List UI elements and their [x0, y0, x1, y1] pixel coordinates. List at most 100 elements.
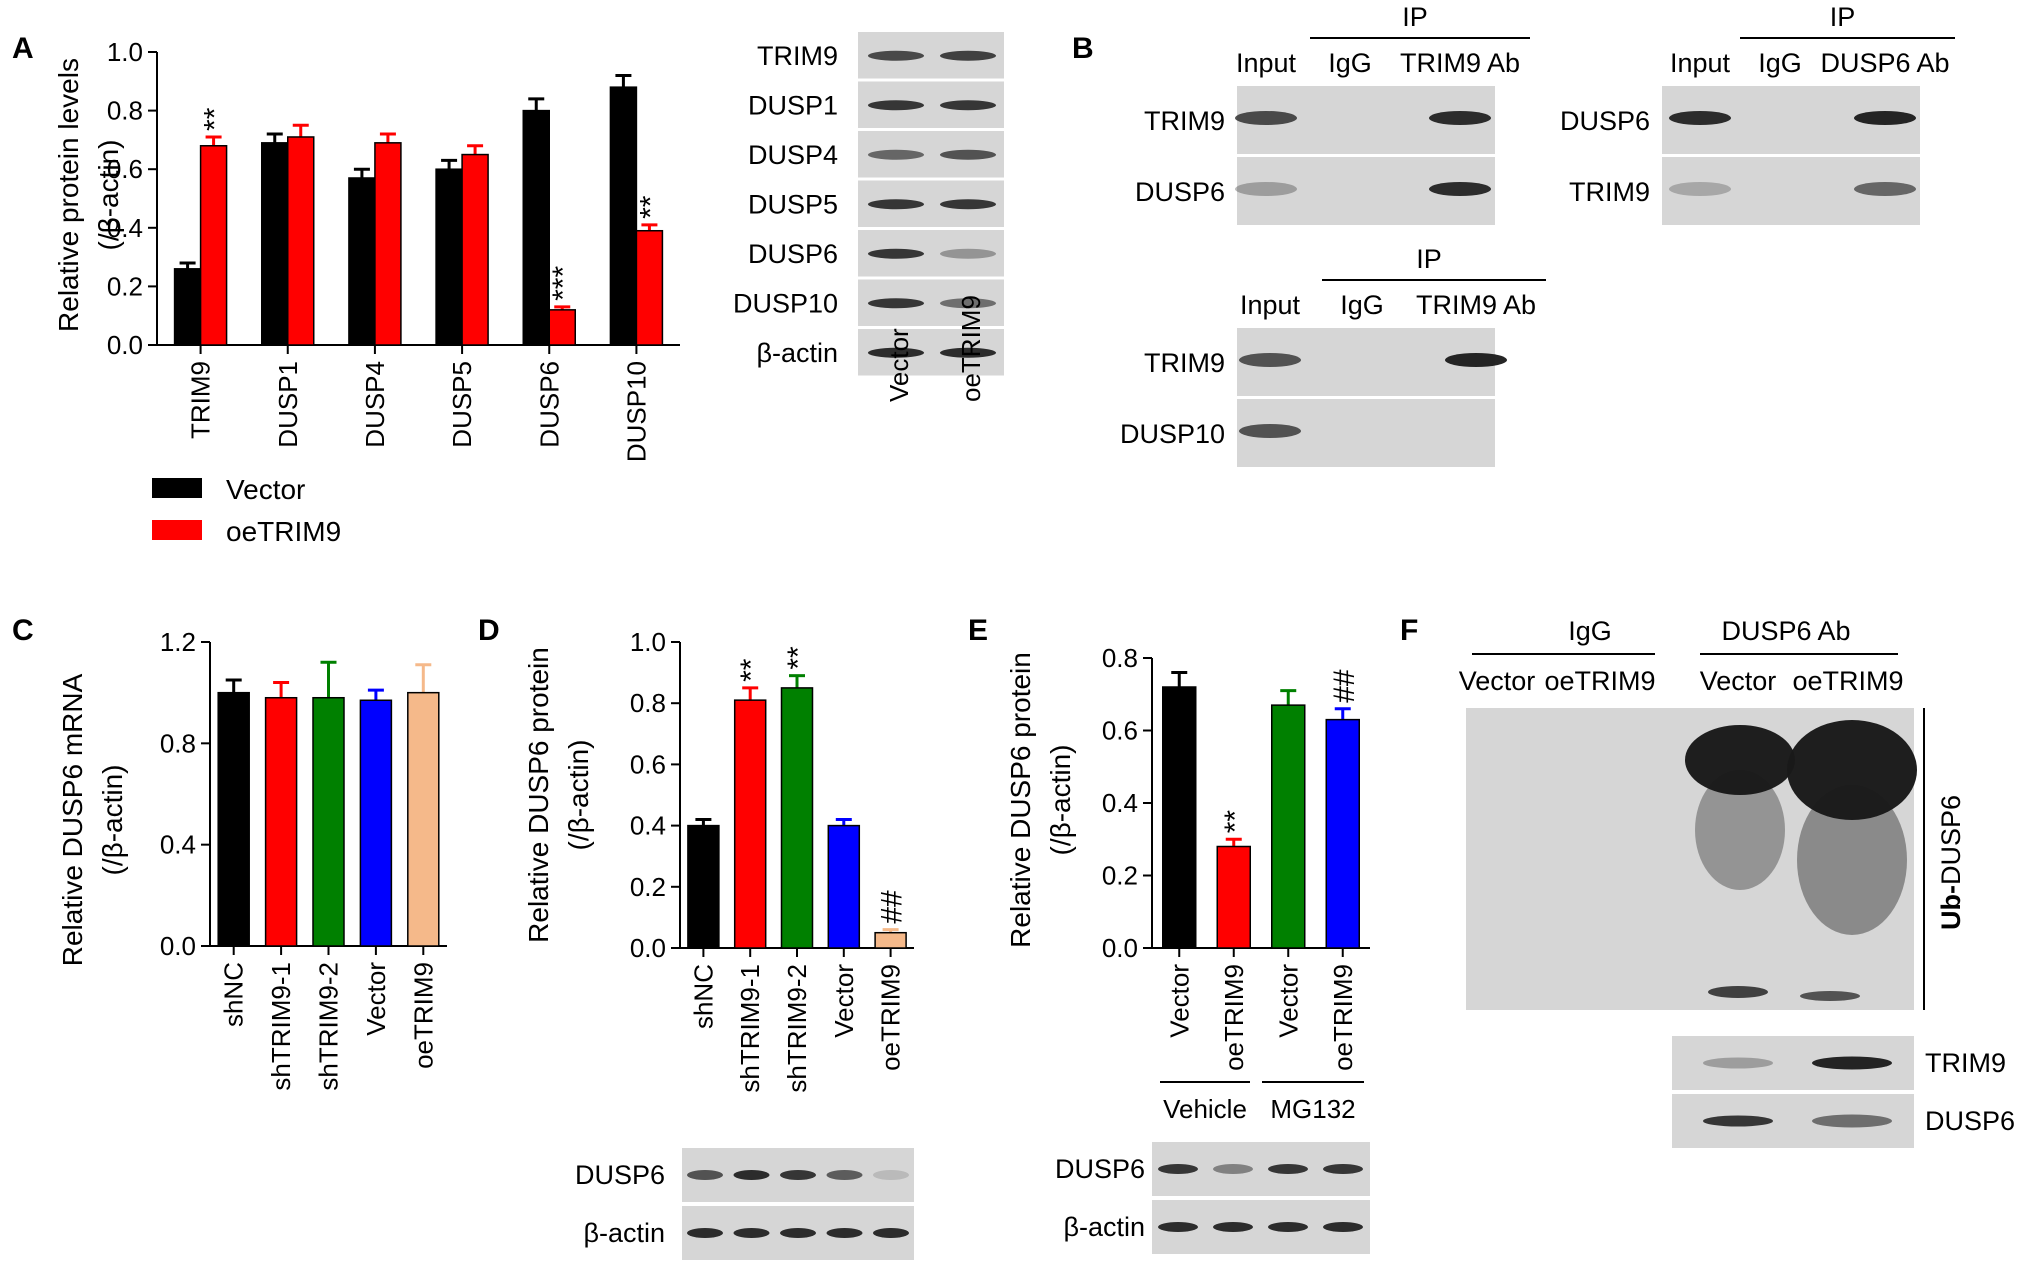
bar-dusp10-vector — [609, 86, 638, 346]
bar-shtrim9-1 — [264, 696, 298, 947]
blot-band — [826, 1228, 863, 1238]
blot-f-lower-band — [1708, 986, 1768, 998]
blot-band — [940, 248, 996, 259]
y-tick-label: 0.0 — [1102, 933, 1138, 963]
chart-d: Relative DUSP6 protein (/β-actin) 0.0 0.2… — [523, 627, 914, 1093]
y-tick-label: 0.4 — [160, 830, 196, 860]
bar-dusp4-vector — [348, 177, 376, 346]
blot-band — [1213, 1164, 1253, 1174]
blot-band — [733, 1228, 770, 1238]
blot-band — [1812, 1056, 1892, 1070]
chart-c-ylabel-line1: Relative DUSP6 mRNA — [57, 673, 88, 966]
x-tick-label-vector: Vector — [829, 964, 859, 1038]
blot-band — [1854, 182, 1916, 196]
blot-b1-lane-igg: IgG — [1328, 48, 1372, 78]
panel-label-a: A — [12, 32, 34, 65]
x-tick-label-oetrim9: oeTRIM9 — [1328, 964, 1358, 1071]
blot-a-label-dusp6: DUSP6 — [748, 239, 838, 269]
y-tick-label: 1.0 — [630, 627, 666, 657]
blot-a-label-dusp4: DUSP4 — [748, 140, 838, 170]
x-tick-label-shnc: shNC — [219, 962, 249, 1027]
x-tick-label-dusp1: DUSP1 — [273, 361, 303, 448]
x-tick-label-shtrim9-1: shTRIM9-1 — [735, 964, 765, 1093]
y-tick-label: 0.2 — [630, 872, 666, 902]
blot-band — [1703, 1115, 1773, 1127]
blot-band — [1812, 1114, 1892, 1128]
chart-e-ylabel-line2: (/β-actin) — [1045, 744, 1076, 855]
y-tick-label: 0.8 — [630, 688, 666, 718]
blot-band — [1669, 111, 1731, 125]
x-tick-label-vector: Vector — [1164, 964, 1194, 1038]
legend-swatch-vector — [152, 478, 202, 498]
y-tick-label: 0.6 — [1102, 716, 1138, 746]
blot-b3-lane-igg: IgG — [1340, 290, 1384, 320]
chart-e-ylabel: Relative DUSP6 protein (/β-actin) — [1005, 652, 1076, 948]
blot-f-group-igg: IgG — [1568, 616, 1612, 646]
blot-band — [1235, 111, 1297, 125]
y-tick-label: 0.2 — [107, 271, 143, 301]
blot-f-lane-2: Vector — [1700, 666, 1777, 696]
x-tick-label-dusp6: DUSP6 — [534, 361, 564, 448]
bar-shnc — [687, 824, 720, 949]
blot-band — [868, 248, 924, 259]
bar-shtrim9-2 — [780, 687, 814, 949]
blot-b1-label-trim9: TRIM9 — [1144, 106, 1225, 136]
y-tick-label: 0.0 — [160, 931, 196, 961]
chart-e: Relative DUSP6 protein (/β-actin) 0.0 0.2… — [1005, 643, 1370, 1124]
blot-band — [940, 347, 996, 358]
blot-f-lane-3: oeTRIM9 — [1792, 666, 1903, 696]
y-tick-label: 0.4 — [1102, 788, 1138, 818]
blot-b1-header: IP — [1402, 2, 1428, 32]
chart-a: Relative protein levels (/β-actin) 0.0 0.… — [53, 37, 680, 547]
significance-mark: ** — [199, 107, 232, 131]
chart-c: Relative DUSP6 mRNA (/β-actin) 0.0 0.4 0.8… — [57, 627, 447, 1091]
x-tick-label-shnc: shNC — [688, 964, 718, 1029]
significance-mark: ** — [634, 195, 667, 219]
blot-band — [733, 1170, 770, 1180]
chart-d-ylabel-line2: (/β-actin) — [563, 739, 594, 850]
y-tick-label: 0.4 — [107, 213, 143, 243]
blot-band — [780, 1228, 816, 1238]
bar-oetrim9 — [407, 691, 440, 947]
chart-d-ylabel-line1: Relative DUSP6 protein — [523, 647, 554, 943]
blot-band — [1268, 1222, 1308, 1232]
blot-a-label-dusp1: DUSP1 — [748, 91, 838, 121]
bar-dusp6-vector — [522, 109, 550, 346]
blot-b1-label-dusp6: DUSP6 — [1135, 177, 1225, 207]
blot-b3-header: IP — [1416, 244, 1442, 274]
blot-f-lane-0: Vector — [1459, 666, 1536, 696]
blot-band — [1235, 182, 1297, 196]
blot-band — [1158, 1164, 1198, 1174]
blot-f-side-label-rest: DUSP6 — [1936, 795, 1966, 885]
blot-b3-lane-trim9-ab: TRIM9 Ab — [1416, 290, 1536, 320]
blot-b2-label-trim9: TRIM9 — [1569, 177, 1650, 207]
legend-swatch-oetrim9 — [152, 520, 202, 540]
bar-dusp4-oetrim9 — [374, 142, 402, 346]
chart-e-ylabel-line1: Relative DUSP6 protein — [1005, 652, 1036, 948]
significance-mark: ** — [782, 646, 815, 670]
blot-band — [868, 347, 924, 358]
blot-band — [687, 1170, 723, 1180]
blot-band — [940, 298, 996, 309]
blot-band — [940, 100, 996, 111]
blot-band — [1239, 353, 1301, 367]
y-tick-label: 1.2 — [160, 627, 196, 657]
group-label-vehicle: Vehicle — [1163, 1094, 1247, 1124]
x-tick-label-shtrim9-2: shTRIM9-2 — [782, 964, 812, 1093]
blot-band — [1669, 182, 1731, 196]
x-tick-label-dusp10: DUSP10 — [621, 361, 651, 462]
blot-band — [1854, 111, 1916, 125]
x-tick-label-oetrim9: oeTRIM9 — [876, 964, 906, 1071]
blot-f-smear-oetrim9-tail — [1797, 785, 1907, 935]
bar-oetrim9 — [1325, 718, 1360, 949]
blot-e-label-actin: β-actin — [1063, 1212, 1145, 1242]
blot-band — [1323, 1164, 1363, 1174]
blot-f-label-dusp6: DUSP6 — [1925, 1106, 2015, 1136]
blot-e-label-dusp6: DUSP6 — [1055, 1154, 1145, 1184]
blot-band — [1445, 353, 1507, 367]
bar-vector — [359, 699, 393, 947]
y-tick-label: 0.8 — [107, 96, 143, 126]
chart-a-ylabel-line2: (/β-actin) — [93, 139, 124, 250]
blot-band — [868, 298, 924, 309]
